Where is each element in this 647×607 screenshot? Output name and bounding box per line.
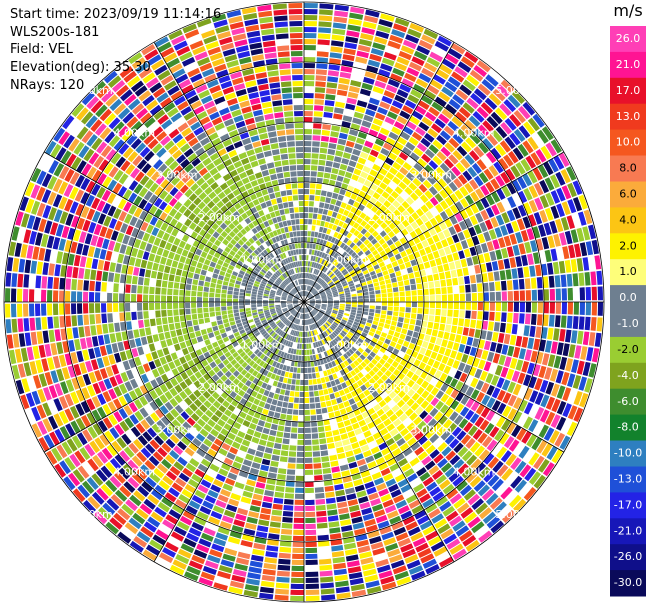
range-ring-labels: 1.00km 1.00km 1.00km 1.00km 2.00km 2.00km 2.00… (71, 84, 537, 521)
colorbar-tick-label: -10.0 (614, 447, 642, 460)
colorbar-swatch (610, 492, 646, 519)
colorbar-tick-label: -21.0 (614, 524, 642, 537)
range-ring-label: 2.00km (368, 211, 410, 224)
colorbar-swatch (610, 414, 646, 441)
colorbar-swatch (610, 181, 646, 208)
colorbar-tick-label: 21.0 (616, 58, 641, 71)
velocity-bin-group (9, 16, 593, 602)
plot-grid (3, 1, 605, 603)
colorbar-tick-label: -2.0 (617, 343, 638, 356)
azimuth-spoke (303, 41, 455, 303)
start-time-label: Start time: 2023/09/19 11:14:16 (10, 7, 222, 22)
range-ring-label: 1.00km (241, 254, 283, 267)
colorbar-tick-label: 17.0 (616, 84, 641, 97)
colorbar-swatch (610, 285, 646, 312)
colorbar-swatch (610, 311, 646, 338)
range-ring-label: 4.00km (453, 466, 495, 479)
colorbar-tick-label: 8.0 (619, 162, 637, 175)
colorbar-unit-label: m/s (613, 1, 642, 20)
azimuth-spoke (43, 151, 305, 303)
colorbar-tick-label: 2.0 (619, 239, 637, 252)
colorbar-swatch (610, 518, 646, 545)
azimuth-spoke (303, 301, 565, 453)
colorbar-tick-label: -13.0 (614, 473, 642, 486)
range-ring-label: 4.00km (453, 126, 495, 139)
scan-info: Start time: 2023/09/19 11:14:16 WLS200s-… (10, 6, 221, 95)
range-ring-label: 3.00km (411, 169, 453, 182)
range-ring-label: 1.00km (326, 338, 368, 351)
colorbar-tick-label: 26.0 (616, 32, 641, 45)
colorbar-tick-label: 0.0 (619, 291, 637, 304)
colorbar-tick-label: -30.0 (614, 576, 642, 589)
colorbar-swatch (610, 570, 646, 597)
azimuth-spoke (153, 301, 305, 563)
colorbar-tick-label: 1.0 (619, 265, 637, 278)
velocity-bin-group (8, 3, 584, 598)
colorbar-tick-label: -8.0 (617, 421, 638, 434)
range-ring-label: 4.00km (114, 126, 156, 139)
azimuth-spoke (153, 41, 305, 303)
colorbar-swatch (610, 51, 646, 79)
azimuth-spoke (303, 301, 455, 563)
colorbar-tick-label: -4.0 (617, 369, 638, 382)
colorbar-tick-label: -26.0 (614, 550, 642, 563)
colorbar-swatch (610, 362, 646, 390)
velocity-bin-group (334, 151, 465, 452)
range-ring-label: 1.00km (241, 338, 283, 351)
azimuth-spoke (43, 301, 305, 453)
elevation-label: Elevation(deg): 35.30 (10, 59, 151, 75)
colorbar-swatch (610, 129, 646, 156)
range-ring-label: 5.00km (495, 508, 537, 521)
range-ring-label: 3.00km (156, 169, 198, 182)
colorbar-swatch (610, 155, 646, 182)
colorbar-swatch (610, 336, 646, 364)
range-ring-label: 5.00km (495, 84, 537, 97)
range-ring-label: 2.00km (198, 381, 240, 394)
colorbar-swatch (610, 388, 646, 416)
instrument-label: WLS200s-181 (10, 24, 100, 40)
colorbar-tick-label: 10.0 (616, 136, 641, 149)
range-ring-label: 2.00km (368, 381, 410, 394)
range-ring-label: 5.00km (71, 508, 113, 521)
colorbar-swatch (610, 440, 646, 467)
range-ring-label: 2.00km (198, 211, 240, 224)
colorbar-swatch (610, 466, 646, 493)
colorbar-swatch (610, 207, 646, 234)
velocity-bin-group (12, 7, 603, 600)
colorbar-swatch (610, 103, 646, 131)
velocity-bin-group (17, 23, 596, 585)
colorbar-swatch (610, 77, 646, 105)
range-ring-label: 4.00km (114, 466, 156, 479)
velocity-bin-group (17, 15, 596, 597)
range-ring-label: 3.00km (411, 423, 453, 436)
colorbar-swatch (610, 544, 646, 571)
nrays-label: NRays: 120 (10, 78, 85, 93)
colorbar-tick-label: 6.0 (619, 188, 637, 201)
range-ring-label: 1.00km (326, 254, 368, 267)
colorbar-tick-label: 4.0 (619, 213, 637, 226)
colorbar-tick-label: -1.0 (617, 317, 638, 330)
velocity-bin-group (11, 9, 594, 589)
azimuth-spoke (303, 151, 565, 303)
colorbar-tick-label: -17.0 (614, 498, 642, 511)
range-ring-label: 5.00km (71, 84, 113, 97)
range-ring-label: 3.00km (156, 423, 198, 436)
field-label: Field: VEL (10, 42, 73, 57)
colorbar-swatch (610, 233, 646, 260)
colorbar-swatch (610, 259, 646, 286)
colorbar-tick-label: 13.0 (616, 110, 641, 123)
velocity-bins (4, 2, 604, 602)
colorbar-swatch (610, 26, 646, 53)
colorbar-tick-label: -6.0 (617, 395, 638, 408)
colorbar-swatches (610, 26, 646, 597)
colorbar-tick-labels: 26.0 21.0 17.0 13.0 10.0 8.0 6.0 4.0 2.0 1.0 0.0 -1… (614, 32, 642, 589)
